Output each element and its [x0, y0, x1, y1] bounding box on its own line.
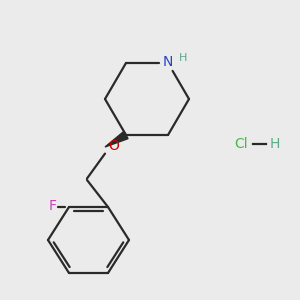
Text: F: F — [49, 199, 56, 212]
Text: Cl: Cl — [234, 137, 247, 151]
Text: H: H — [179, 52, 187, 63]
Text: N: N — [163, 55, 173, 68]
Text: O: O — [109, 139, 119, 152]
Text: H: H — [270, 137, 280, 151]
Polygon shape — [105, 131, 128, 147]
